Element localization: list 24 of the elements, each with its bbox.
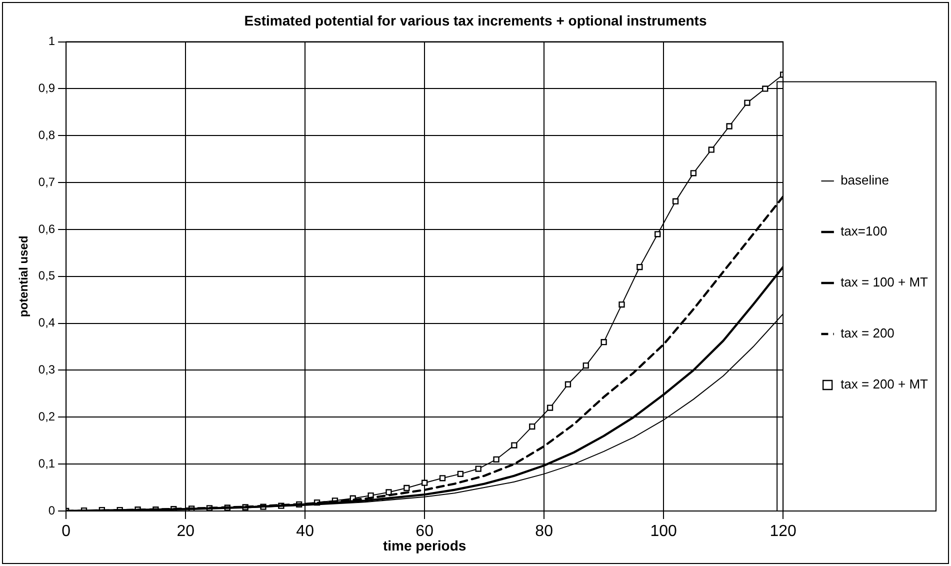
x-tick-label: 120 — [770, 523, 797, 540]
legend-label: baseline — [840, 172, 890, 188]
y-tick-label: 1 — [48, 34, 56, 48]
y-tick-label: 0 — [48, 503, 56, 518]
legend-label: tax = 200 + MT — [840, 376, 928, 392]
y-tick-label: 0,9 — [38, 81, 56, 96]
x-tick-label: 100 — [650, 523, 678, 540]
chart-title: Estimated potential for various tax increments + optional instruments — [244, 12, 707, 28]
y-tick-label: 0,2 — [38, 409, 56, 424]
y-tick-label: 0,6 — [38, 222, 56, 236]
legend-label: tax=100 — [840, 224, 888, 239]
legend-label: tax = 100 + MT — [840, 274, 928, 290]
x-tick-label: 80 — [535, 523, 554, 540]
x-tick-label: 0 — [62, 523, 71, 540]
legend-label: tax = 200 — [840, 326, 894, 341]
y-tick-label: 0,3 — [38, 362, 56, 377]
y-tick-label: 0,8 — [38, 128, 56, 142]
y-tick-label: 0,5 — [38, 268, 56, 283]
x-tick-label: 20 — [176, 523, 195, 540]
y-axis-title: potential used — [16, 236, 31, 318]
y-tick-label: 0,1 — [38, 456, 56, 470]
y-tick-label: 0,7 — [38, 174, 56, 189]
y-tick-label: 0,4 — [38, 316, 56, 330]
x-tick-label: 40 — [296, 523, 314, 540]
